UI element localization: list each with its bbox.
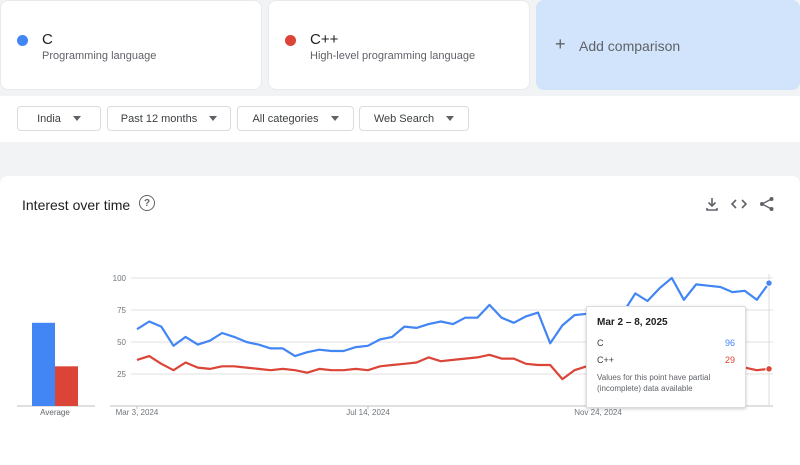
embed-icon[interactable] <box>730 195 748 213</box>
tooltip-row: C++ 29 <box>597 355 735 365</box>
share-icon[interactable] <box>758 195 776 213</box>
search-type-dropdown-label: Web Search <box>373 112 435 125</box>
tooltip-value: 29 <box>724 355 735 365</box>
term-name: C <box>42 31 53 48</box>
tooltip-term: C <box>597 338 604 348</box>
y-tick-label: 25 <box>117 370 126 379</box>
average-bar-cpp <box>55 366 78 406</box>
term-subtitle: Programming language <box>42 50 157 62</box>
region-dropdown[interactable]: India <box>17 106 101 131</box>
period-dropdown[interactable]: Past 12 months <box>107 106 231 131</box>
average-label: Average <box>40 408 70 417</box>
x-tick-label: Nov 24, 2024 <box>574 408 622 417</box>
data-point-tooltip: Mar 2 – 8, 2025 C 96 C++ 29 Values for t… <box>586 306 746 408</box>
add-comparison-button[interactable]: + Add comparison <box>536 0 800 90</box>
average-bar-c <box>32 322 55 406</box>
filter-bar: India Past 12 months All categories Web … <box>0 96 800 142</box>
term-subtitle: High-level programming language <box>310 50 476 62</box>
download-icon[interactable] <box>703 195 721 213</box>
chevron-down-icon <box>72 116 81 121</box>
x-tick-label: Jul 14, 2024 <box>346 408 390 417</box>
region-dropdown-label: India <box>37 112 61 125</box>
interest-over-time-panel: Interest over time ? 100 75 50 25 Mar 3, 202… <box>0 176 800 465</box>
tooltip-date: Mar 2 – 8, 2025 <box>597 317 668 328</box>
term-color-dot <box>285 35 296 46</box>
tooltip-term: C++ <box>597 355 615 365</box>
search-type-dropdown[interactable]: Web Search <box>359 106 469 131</box>
y-tick-label: 100 <box>113 274 127 283</box>
chevron-down-icon <box>330 116 339 121</box>
panel-title: Interest over time <box>22 197 131 213</box>
term-color-dot <box>17 35 28 46</box>
term-card-cpp[interactable]: C++ High-level programming language <box>268 0 530 90</box>
y-tick-label: 50 <box>117 338 126 347</box>
chevron-down-icon <box>446 116 455 121</box>
hover-point-c <box>765 279 773 287</box>
category-dropdown-label: All categories <box>252 112 319 125</box>
period-dropdown-label: Past 12 months <box>120 112 198 125</box>
category-dropdown[interactable]: All categories <box>237 106 354 131</box>
chevron-down-icon <box>209 116 218 121</box>
x-tick-label: Mar 3, 2024 <box>116 408 159 417</box>
tooltip-note: Values for this point have partial (inco… <box>597 373 711 393</box>
tooltip-row: C 96 <box>597 338 735 348</box>
plus-icon: + <box>555 34 566 54</box>
add-comparison-label: Add comparison <box>579 38 681 54</box>
help-icon[interactable]: ? <box>139 195 155 211</box>
y-tick-label: 75 <box>117 306 126 315</box>
hover-point-cpp <box>765 365 773 373</box>
series-line-c <box>136 276 770 358</box>
term-name: C++ <box>310 31 339 48</box>
tooltip-value: 96 <box>724 338 735 348</box>
term-card-c[interactable]: C Programming language <box>0 0 262 90</box>
